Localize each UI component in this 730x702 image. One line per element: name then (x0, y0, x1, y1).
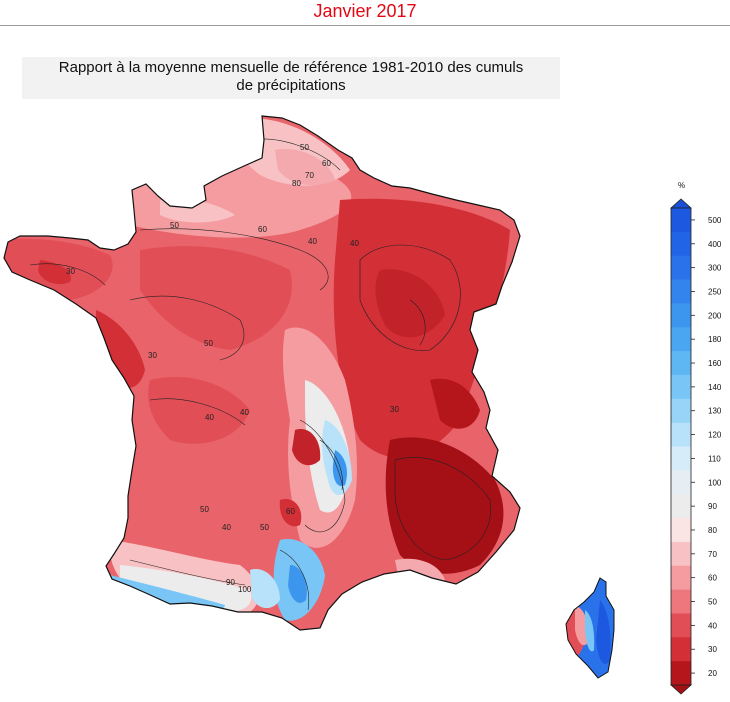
color-legend: % 500 400 300 250 200 180 160 140 130 120 110 100 90… (669, 181, 722, 695)
header-divider (0, 25, 730, 26)
contour-label: 40 (308, 237, 317, 246)
legend-tick-label: 140 (708, 383, 722, 392)
legend-band (671, 470, 691, 495)
corsica-map (565, 577, 615, 679)
legend-tick-label: 400 (708, 240, 722, 249)
contour-label: 30 (390, 405, 399, 414)
legend-tick-label: 120 (708, 431, 722, 440)
contour-label: 40 (222, 523, 231, 532)
legend-band (671, 374, 691, 400)
legend-tick-label: 50 (708, 598, 717, 607)
legend-bottom-arrow (669, 684, 693, 695)
legend-band (671, 494, 691, 519)
contour-label: 90 (226, 578, 235, 587)
legend-tick-label: 500 (708, 216, 722, 225)
contour-labels: 50 60 70 80 40 50 30 30 40 40 50 60 50 4… (66, 143, 399, 594)
legend-band (671, 279, 691, 304)
legend-band (671, 351, 691, 376)
legend-tick-label: 70 (708, 550, 717, 559)
legend-tick-label: 250 (708, 287, 722, 296)
contour-label: 40 (205, 413, 214, 422)
legend-band (671, 327, 691, 352)
legend-band (671, 589, 691, 614)
legend-band (671, 398, 691, 424)
contour-label: 50 (170, 221, 179, 230)
legend-band (671, 208, 691, 233)
contour-label: 50 (300, 143, 309, 152)
legend-tick-label: 40 (708, 621, 717, 630)
contour-label: 50 (260, 523, 269, 532)
legend-band (671, 565, 691, 591)
legend-band (671, 422, 691, 447)
legend-band (671, 255, 691, 281)
legend-tick-label: 110 (708, 454, 721, 463)
contour-label: 40 (350, 239, 359, 248)
legend-top-arrow (669, 198, 693, 209)
contour-label: 50 (200, 505, 209, 514)
legend-tick-label: 30 (708, 645, 717, 654)
legend-tick-label: 20 (708, 669, 717, 678)
map-title-line-2: de précipitations (236, 77, 346, 94)
map-title: Rapport à la moyenne mensuelle de référe… (22, 57, 560, 99)
legend-band (671, 613, 691, 638)
legend-tick-label: 90 (708, 502, 717, 511)
france-outline (3, 115, 521, 631)
legend-band (671, 303, 691, 328)
legend-band (671, 446, 691, 471)
contour-label: 60 (286, 507, 295, 516)
legend-tick-label: 160 (708, 359, 722, 368)
legend-tick-label: 130 (708, 407, 722, 416)
contour-label: 30 (66, 267, 75, 276)
legend-band (671, 637, 691, 662)
contour-label: 30 (148, 351, 157, 360)
contour-label: 70 (305, 171, 314, 180)
legend-band (671, 231, 691, 257)
legend-tick-label: 300 (708, 264, 722, 273)
legend-tick-label: 100 (708, 478, 722, 487)
corsica-outline (565, 577, 615, 679)
legend-unit: % (678, 181, 685, 190)
contour-label: 40 (240, 408, 249, 417)
legend-tick-label: 60 (708, 574, 717, 583)
legend-tick-label: 200 (708, 311, 722, 320)
contour-label: 100 (238, 585, 252, 594)
map-title-line-1: Rapport à la moyenne mensuelle de référe… (58, 59, 524, 76)
legend-band (671, 518, 691, 543)
legend-band (671, 661, 691, 686)
page-title: Janvier 2017 (313, 1, 417, 21)
legend-frame (670, 207, 692, 686)
mainland-france-map: 50 60 70 80 40 50 30 30 40 40 50 60 50 4… (3, 115, 521, 631)
legend-band (671, 541, 691, 567)
contour-label: 60 (258, 225, 267, 234)
contour-label: 50 (204, 339, 213, 348)
contour-label: 60 (322, 159, 331, 168)
legend-tick-label: 180 (708, 335, 722, 344)
contour-label: 80 (292, 179, 301, 188)
legend-tick-label: 80 (708, 526, 717, 535)
